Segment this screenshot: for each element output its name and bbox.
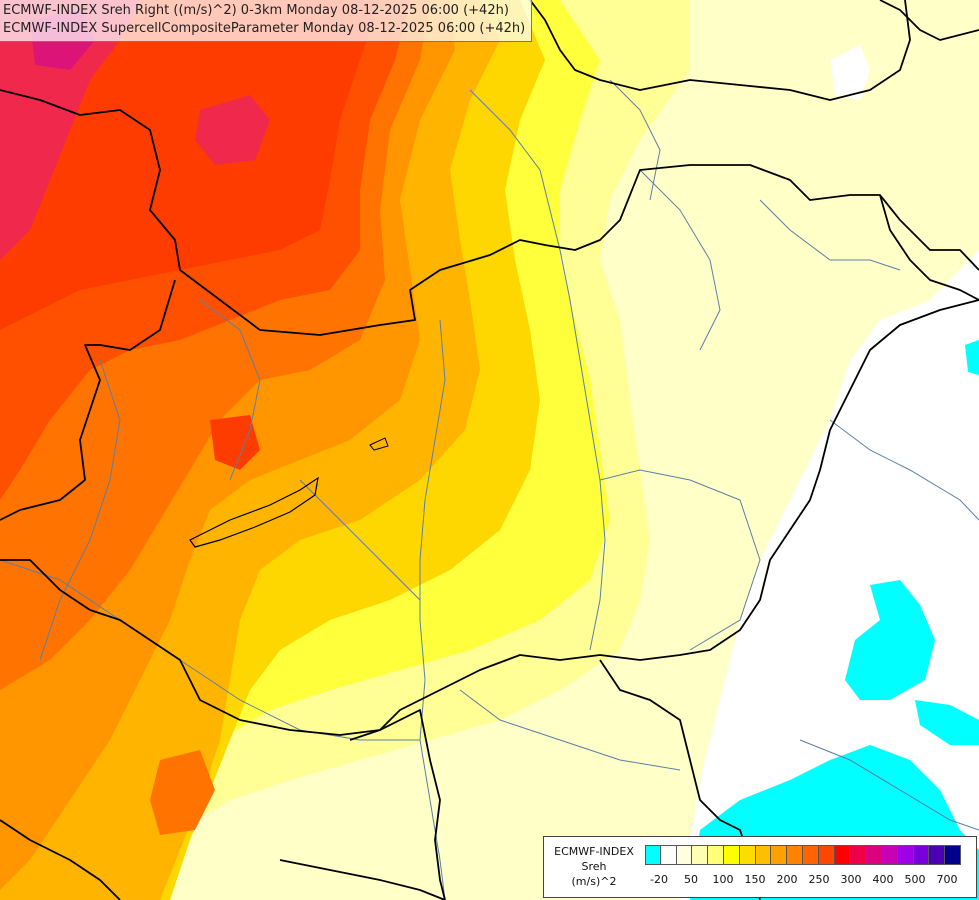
- rivers: [0, 79, 979, 900]
- legend-swatch-5: [723, 845, 740, 865]
- field-cyan-1: [845, 580, 935, 700]
- legend-swatch-15: [881, 845, 898, 865]
- lake-balaton: [189, 476, 319, 548]
- legend-swatches: [645, 845, 961, 865]
- legend-swatch-11: [818, 845, 835, 865]
- legend-tick-0: -20: [650, 873, 668, 886]
- legend-tick-2: 100: [712, 873, 734, 886]
- legend-tick-9: 700: [936, 873, 958, 886]
- legend-swatch-7: [755, 845, 772, 865]
- legend-swatch-16: [897, 845, 914, 865]
- lake-small: [369, 437, 389, 451]
- field-red: [0, 0, 380, 330]
- color-legend: ECMWF-INDEX Sreh (m/s)^2 -20 50 100 150 200 2…: [543, 836, 977, 898]
- legend-swatch-18: [929, 845, 946, 865]
- legend-swatch-17: [913, 845, 930, 865]
- field-cyan-3: [915, 700, 979, 745]
- legend-swatch-9: [787, 845, 803, 865]
- legend-swatch-19: [945, 845, 961, 865]
- legend-swatch-10: [802, 845, 819, 865]
- legend-tick-3: 150: [744, 873, 766, 886]
- legend-line-2: Sreh: [581, 860, 607, 873]
- legend-swatch-14: [866, 845, 882, 865]
- field-white-ne: [830, 45, 870, 100]
- legend-swatch-1: [660, 845, 677, 865]
- legend-tick-4: 200: [776, 873, 798, 886]
- title-line-2: ECMWF-INDEX SupercellCompositeParameter …: [3, 21, 526, 36]
- legend-swatch-0: [645, 845, 661, 865]
- legend-swatch-6: [739, 845, 756, 865]
- legend-label: ECMWF-INDEX Sreh (m/s)^2: [544, 844, 644, 889]
- field-white-east: [680, 250, 979, 900]
- legend-tick-7: 400: [872, 873, 894, 886]
- title-line-1: ECMWF-INDEX Sreh Right ((m/s)^2) 0-3km M…: [3, 3, 509, 18]
- legend-swatch-2: [676, 845, 693, 865]
- legend-swatch-8: [771, 845, 788, 865]
- field-red-2: [210, 415, 260, 470]
- legend-ticks: -20 50 100 150 200 250 300 400 500 700: [645, 873, 975, 889]
- legend-swatch-4: [708, 845, 724, 865]
- legend-line-1: ECMWF-INDEX: [554, 845, 634, 858]
- legend-swatch-3: [692, 845, 709, 865]
- field-cyan-4: [965, 340, 979, 375]
- legend-swatch-12: [834, 845, 851, 865]
- legend-tick-6: 300: [840, 873, 862, 886]
- legend-tick-5: 250: [808, 873, 830, 886]
- field-crimson-2: [195, 95, 270, 165]
- legend-line-3: (m/s)^2: [571, 875, 617, 888]
- legend-tick-8: 500: [904, 873, 926, 886]
- legend-tick-1: 50: [684, 873, 698, 886]
- field-dark-orange-2: [150, 750, 215, 835]
- legend-swatch-13: [850, 845, 867, 865]
- chart-title-box: ECMWF-INDEX Sreh Right ((m/s)^2) 0-3km M…: [0, 0, 533, 42]
